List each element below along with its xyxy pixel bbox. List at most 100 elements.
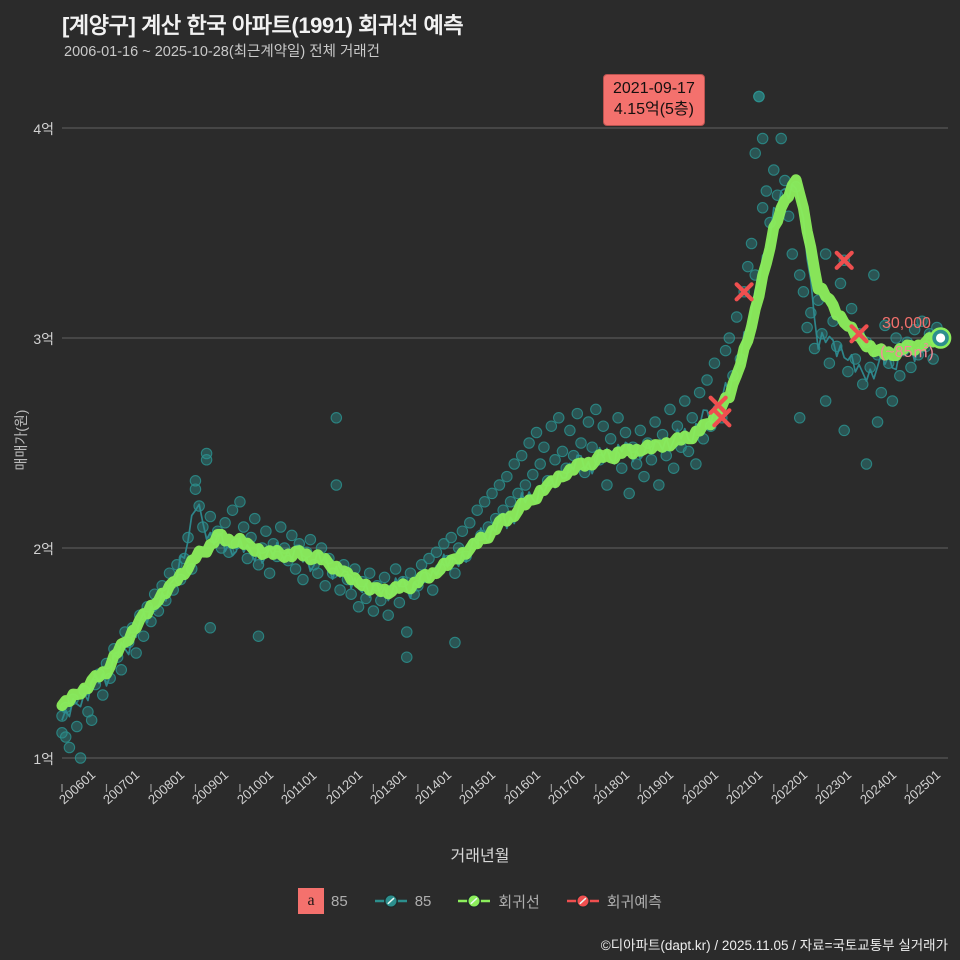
- scatter-point: [423, 552, 435, 565]
- legend-label: 85: [331, 892, 348, 910]
- scatter-point: [860, 458, 873, 470]
- green-circle-marker: [458, 894, 491, 908]
- legend-label: 85: [414, 892, 432, 910]
- gridlines: [62, 127, 948, 759]
- scatter-point: [367, 605, 380, 617]
- scatter-point: [838, 424, 850, 437]
- page-title: [계양구] 계산 한국 아파트(1991) 회귀선 예측: [62, 13, 464, 38]
- scatter-point: [801, 321, 813, 334]
- scatter-point: [189, 483, 202, 495]
- scatter-point: [797, 286, 810, 298]
- scatter-point: [760, 185, 773, 197]
- scatter-point: [59, 731, 72, 743]
- scatter-point: [890, 332, 902, 344]
- scatter-point: [723, 332, 736, 344]
- scatter-point: [793, 269, 806, 281]
- scatter-point: [630, 458, 643, 470]
- scatter-point: [456, 525, 469, 537]
- scatter-point: [690, 458, 702, 470]
- scatter-point: [916, 315, 928, 327]
- scatter-point: [430, 546, 443, 558]
- scatter-point: [649, 416, 661, 428]
- scatter-point: [842, 365, 854, 378]
- scatter-point: [653, 479, 665, 491]
- scatter-point: [493, 479, 506, 491]
- scatter-point: [545, 420, 558, 432]
- scatter-point: [749, 147, 761, 159]
- y-tick-label: 2억: [33, 541, 54, 557]
- scatter-point: [515, 449, 528, 462]
- scatter-point: [249, 512, 261, 525]
- scatter-point: [834, 277, 847, 290]
- scatter-point: [927, 353, 939, 365]
- scatter-point: [219, 517, 231, 529]
- scatter-point: [204, 622, 217, 634]
- legend-item-regression-line[interactable]: 회귀선: [457, 891, 540, 912]
- scatter-point: [638, 470, 650, 483]
- scatter-point: [237, 521, 250, 533]
- scatter-point: [719, 344, 732, 357]
- scatter-point: [908, 323, 921, 336]
- scatter-point: [527, 468, 539, 481]
- legend-item-area-badge[interactable]: a 85: [298, 888, 348, 914]
- scatter-point: [819, 248, 832, 260]
- scatter-point: [330, 479, 343, 491]
- annotation-data-point: [753, 90, 765, 103]
- scatter-point: [549, 454, 561, 466]
- scatter-point: [504, 496, 517, 508]
- y-tick-label: 1억: [33, 751, 54, 767]
- scatter-point: [693, 386, 706, 399]
- scatter-point: [63, 741, 76, 754]
- scatter-point: [612, 412, 624, 424]
- scatter-point: [363, 567, 376, 579]
- scatter-point: [575, 437, 587, 449]
- scatter-point: [623, 487, 635, 500]
- scatter-point: [742, 260, 754, 273]
- teal-circle-marker: [374, 894, 407, 908]
- scatter-point: [730, 311, 743, 323]
- scatter-point: [601, 479, 613, 491]
- scatter-point: [634, 424, 647, 437]
- scatter-point: [682, 445, 695, 458]
- scatter-point: [378, 571, 391, 584]
- scatter-point: [879, 319, 891, 332]
- scatter-point: [401, 651, 413, 663]
- scatter-point: [538, 441, 550, 453]
- scatter-point: [756, 132, 769, 145]
- scatter-point: [701, 374, 713, 386]
- forecast-cross-marker: [712, 408, 732, 428]
- scatter-point: [530, 426, 543, 439]
- end-point-inner: [935, 333, 946, 343]
- scatter-point: [871, 416, 884, 428]
- scatter-point: [319, 580, 331, 592]
- scatter-point: [756, 202, 769, 214]
- scatter-point: [745, 237, 758, 250]
- scatter-point: [415, 559, 428, 571]
- scatter-point: [486, 487, 498, 500]
- scatter-point: [71, 720, 83, 733]
- scatter-point: [582, 416, 595, 428]
- scatter-point: [200, 454, 213, 466]
- y-tick-label: 4억: [33, 121, 54, 137]
- x-axis-title: 거래년월: [450, 848, 510, 865]
- regression-band: [56, 174, 947, 711]
- area-badge-icon: a: [298, 888, 324, 914]
- legend-item-scatter-85[interactable]: 85: [374, 892, 432, 910]
- forecast-cross-marker: [734, 282, 754, 302]
- end-point-value-label: 30,000: [882, 315, 931, 332]
- scatter-point: [664, 403, 676, 416]
- legend-item-regression-forecast[interactable]: 회귀예측: [566, 891, 662, 912]
- scatter-point: [645, 454, 658, 466]
- scatter-point: [226, 504, 239, 516]
- forecast-cross-marker: [834, 250, 854, 270]
- scatter-point: [115, 664, 128, 676]
- annotation-price: 4.15억(5층): [613, 101, 694, 119]
- scatter-point: [845, 302, 858, 315]
- red-circle-marker: [566, 894, 599, 908]
- scatter-point: [875, 386, 888, 399]
- scatter-point: [297, 573, 309, 586]
- scatter-point: [352, 601, 365, 613]
- scatter-point: [471, 504, 483, 516]
